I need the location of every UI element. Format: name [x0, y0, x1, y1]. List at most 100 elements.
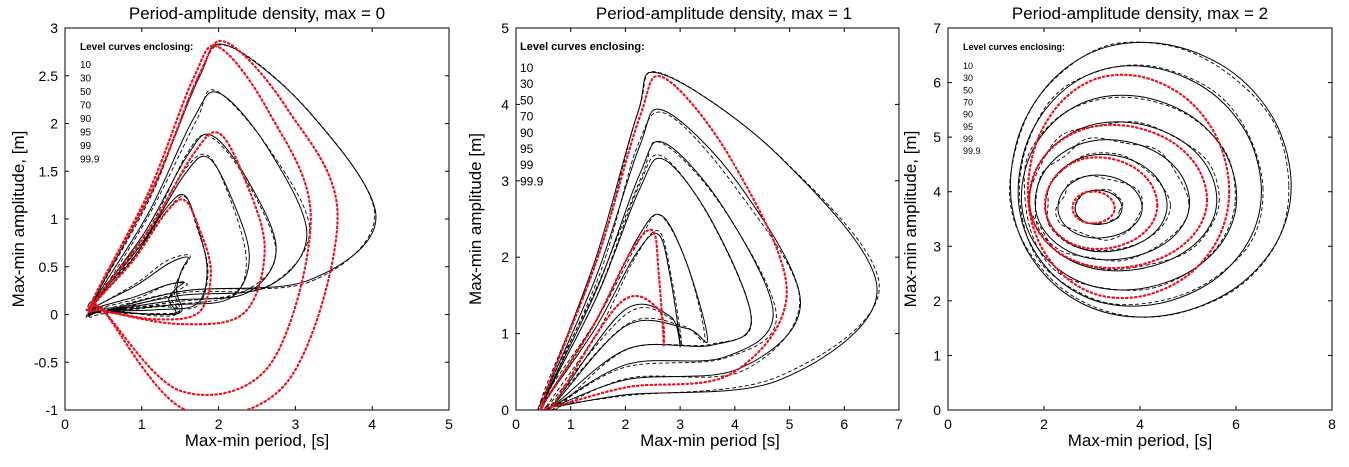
- contour-dashed: [87, 134, 277, 315]
- legend-item: 10: [80, 60, 92, 71]
- legend-item: 99: [80, 141, 92, 152]
- y-tick-label: 2: [50, 116, 58, 132]
- legend-item: 50: [520, 93, 534, 107]
- panel-1-axes: [64, 27, 450, 411]
- legend-item: 95: [80, 128, 92, 139]
- panel-1-xlabel: Max-min period, [s]: [185, 431, 330, 450]
- x-tick-label: 4: [731, 416, 739, 432]
- contour-solid: [539, 71, 878, 410]
- x-tick-label: 0: [61, 416, 69, 432]
- legend-item: 99: [963, 134, 973, 144]
- legend-item: 70: [963, 97, 973, 107]
- y-tick-label: 0: [501, 402, 509, 418]
- legend-item: 50: [963, 85, 973, 95]
- x-tick-label: 8: [1328, 416, 1336, 432]
- panel-2-legend: 10 30 50 70 90 95 99 99.9: [520, 61, 544, 188]
- y-tick-label: -1: [46, 402, 59, 418]
- panel-1-legend-title: Level curves enclosing:: [80, 42, 193, 53]
- panel-1-plot-area: [85, 39, 377, 410]
- legend-item: 99: [520, 158, 534, 172]
- legend-item: 95: [520, 142, 534, 156]
- contour-theory-red: [539, 228, 666, 410]
- x-tick-label: 6: [1232, 416, 1240, 432]
- contour-theory-red: [1071, 190, 1116, 225]
- x-tick-label: 2: [622, 416, 630, 432]
- panel-3-legend-title: Level curves enclosing:: [963, 42, 1065, 52]
- panel-3-xlabel: Max-min period, [s]: [1068, 431, 1213, 450]
- x-tick-label: 5: [445, 416, 453, 432]
- x-tick-label: 0: [944, 416, 952, 432]
- contour-dashed: [541, 154, 753, 410]
- x-tick-label: 2: [1040, 416, 1048, 432]
- x-tick-label: 4: [368, 416, 376, 432]
- y-tick-label: 0: [933, 402, 941, 418]
- panel-3-legend: 10 30 50 70 90 95 99 99.9: [963, 61, 981, 156]
- panel-2-plot-area: [537, 71, 880, 410]
- contour-solid: [1034, 139, 1191, 261]
- panel-2-ylabel: Max-min amplitude [m]: [466, 133, 485, 305]
- contour-solid: [87, 91, 308, 316]
- y-tick-label: 6: [933, 75, 941, 91]
- panel-3: Period-amplitude density, max = 2 0 2 4 6 80…: [901, 4, 1336, 450]
- y-tick-label: 5: [933, 129, 941, 145]
- legend-item: 95: [963, 122, 973, 132]
- contour-theory-red: [87, 131, 266, 326]
- y-tick-label: 5: [501, 20, 509, 36]
- contour-dashed: [89, 89, 311, 318]
- contour-dashed: [87, 254, 191, 317]
- contour-theory-red: [87, 44, 312, 397]
- panel-3-ylabel: Max-min amplitude, [m]: [901, 131, 920, 308]
- y-tick-label: 1: [501, 326, 509, 342]
- contour-theory-red: [1043, 156, 1159, 251]
- y-tick-label: 0.5: [39, 259, 59, 275]
- panel-2-legend-title: Level curves enclosing:: [520, 41, 645, 53]
- x-tick-label: 3: [292, 416, 300, 432]
- panel-2: Period-amplitude density, max = 1 0 1 2 3 4 5…: [466, 4, 903, 450]
- contour-solid: [1017, 65, 1262, 307]
- panel-1-ylabel: Max-min amplitude, [m]: [9, 131, 28, 308]
- contour-dashed: [1055, 175, 1143, 241]
- legend-item: 30: [80, 74, 92, 85]
- x-tick-label: 5: [786, 416, 794, 432]
- y-tick-label: 1: [50, 211, 58, 227]
- contour-theory-red: [86, 39, 339, 410]
- x-tick-label: 3: [676, 416, 684, 432]
- panel-2-xlabel: Max-min period [s]: [640, 431, 780, 450]
- x-tick-label: 1: [567, 416, 575, 432]
- legend-item: 99.9: [520, 174, 544, 188]
- legend-item: 99.9: [963, 146, 981, 156]
- contour-solid: [88, 155, 250, 314]
- y-tick-label: 2: [501, 249, 509, 265]
- contour-theory-red: [1026, 73, 1231, 300]
- legend-item: 10: [963, 61, 973, 71]
- contour-dashed: [543, 230, 683, 410]
- contour-solid: [1020, 94, 1238, 291]
- legend-item: 30: [520, 77, 534, 91]
- panel-3-axes: [947, 27, 1333, 411]
- contour-solid: [1057, 174, 1143, 239]
- contour-theory-red: [538, 75, 788, 410]
- y-tick-label: 7: [933, 20, 941, 36]
- contour-dashed: [1009, 41, 1290, 318]
- y-tick-label: 1.5: [39, 163, 59, 179]
- legend-item: 90: [520, 126, 534, 140]
- contour-dashed: [540, 111, 801, 410]
- contour-dashed: [537, 71, 880, 410]
- x-tick-label: 4: [1136, 416, 1144, 432]
- x-tick-label: 6: [840, 416, 848, 432]
- legend-item: 90: [963, 110, 973, 120]
- legend-item: 70: [520, 110, 534, 124]
- y-tick-label: 0: [50, 307, 58, 323]
- contour-solid: [1009, 41, 1292, 318]
- legend-item: 70: [80, 101, 92, 112]
- panel-1-legend: 10 30 50 70 90 95 99 99.9: [80, 60, 100, 166]
- panel-3-plot-area: [1009, 41, 1292, 318]
- legend-item: 99.9: [80, 155, 100, 166]
- panel-2-title: Period-amplitude density, max = 1: [596, 4, 852, 23]
- y-tick-label: 4: [933, 184, 941, 200]
- contour-solid: [89, 194, 208, 313]
- legend-item: 30: [963, 73, 973, 83]
- y-tick-label: 2.5: [39, 68, 59, 84]
